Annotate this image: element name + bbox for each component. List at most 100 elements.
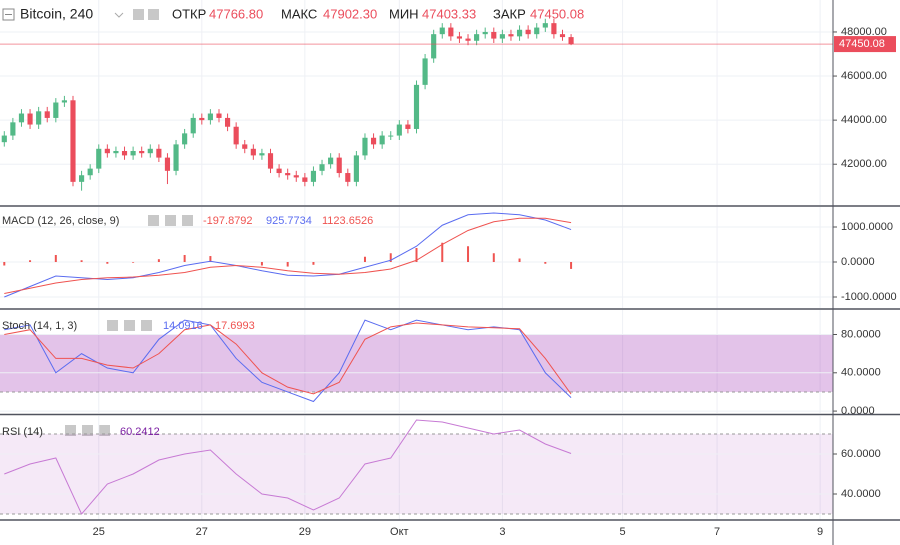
y-tick-label: 40.0000 xyxy=(841,367,881,379)
legend-label: МИН xyxy=(389,6,419,21)
candle-body xyxy=(293,175,299,178)
candle-body xyxy=(370,137,377,145)
pane-title: Stoch (14, 1, 3) xyxy=(2,320,77,332)
y-tick-label: 44000.00 xyxy=(841,114,887,126)
indicator-value: 925.7734 xyxy=(266,215,312,227)
candle-body xyxy=(516,29,523,37)
histogram-bar xyxy=(183,254,186,262)
candle-body xyxy=(353,155,359,182)
candle-body xyxy=(328,157,334,165)
candle-body xyxy=(18,113,25,123)
candle-body xyxy=(465,38,471,41)
candle-body xyxy=(276,168,282,174)
pane-title: MACD (12, 26, close, 9) xyxy=(2,215,119,227)
indicator-value: -197.8792 xyxy=(203,215,253,227)
histogram-bar xyxy=(570,261,573,269)
icon[interactable] xyxy=(107,320,118,331)
icon[interactable] xyxy=(182,215,193,226)
candle-body xyxy=(431,34,437,59)
candle-body xyxy=(10,122,16,136)
candle-body xyxy=(87,168,93,176)
candle-body xyxy=(482,31,488,35)
band xyxy=(0,434,833,514)
candle-body xyxy=(551,23,557,35)
candle-body xyxy=(156,148,162,158)
candle-body xyxy=(130,150,136,156)
icon[interactable] xyxy=(99,425,110,436)
histogram-bar xyxy=(518,258,521,262)
histogram-bar xyxy=(467,246,470,262)
histogram-bar xyxy=(363,256,366,262)
x-tick-label: 7 xyxy=(714,526,720,538)
candle-body xyxy=(534,27,540,35)
candle-body xyxy=(207,113,213,121)
candle-body xyxy=(250,148,256,156)
candle-body xyxy=(147,148,153,154)
candle-body xyxy=(319,164,325,171)
histogram-bar xyxy=(80,260,83,262)
y-tick-label: 40.0000 xyxy=(841,488,881,500)
icon[interactable] xyxy=(148,215,159,226)
candle-body xyxy=(542,23,548,28)
icon[interactable] xyxy=(141,320,152,331)
x-tick-label: 9 xyxy=(817,526,823,538)
candle-body xyxy=(121,150,128,156)
indicator-value: 17.6993 xyxy=(215,320,255,332)
histogram-bar xyxy=(157,259,160,262)
histogram-bar xyxy=(389,253,392,262)
candle-body xyxy=(362,137,368,156)
histogram-bar xyxy=(286,261,289,267)
pane-title: RSI (14) xyxy=(2,426,43,438)
histogram-bar xyxy=(106,261,109,264)
icon[interactable] xyxy=(82,425,93,436)
icon[interactable] xyxy=(165,215,176,226)
candle-body xyxy=(267,153,274,169)
collapse-icon[interactable] xyxy=(2,8,15,21)
histogram-bar xyxy=(209,256,212,262)
x-tick-label: 3 xyxy=(499,526,505,538)
histogram-bar xyxy=(29,260,32,262)
candle-body xyxy=(164,157,171,171)
x-tick-label: Окт xyxy=(390,526,409,538)
candle-body xyxy=(242,144,248,149)
candle-body xyxy=(96,148,102,169)
candle-body xyxy=(422,58,428,85)
indicator-line xyxy=(4,212,572,298)
candle-body xyxy=(474,34,480,41)
candle-body xyxy=(44,111,50,118)
icon[interactable] xyxy=(148,9,159,20)
legend-value: 47403.33 xyxy=(422,6,476,21)
candle-body xyxy=(190,117,196,134)
candle-body xyxy=(336,157,342,174)
y-tick-label: 80.0000 xyxy=(841,328,881,340)
icon[interactable] xyxy=(65,425,76,436)
histogram-bar xyxy=(54,254,57,262)
last-price-tag xyxy=(834,36,896,53)
icon[interactable] xyxy=(124,320,135,331)
histogram-bar xyxy=(132,261,135,263)
dropdown-icon xyxy=(114,12,124,18)
last-price-label: 47450.08 xyxy=(839,38,885,50)
indicator-value: 14.0916 xyxy=(163,320,203,332)
candle-body xyxy=(439,27,445,35)
candle-body xyxy=(199,117,205,121)
candle-body xyxy=(456,36,463,39)
legend-value: 47902.30 xyxy=(323,6,377,21)
candle-body xyxy=(27,113,33,125)
candle-body xyxy=(285,173,291,176)
candle-body xyxy=(525,29,531,35)
y-tick-label: 1000.0000 xyxy=(841,221,893,233)
x-tick-label: 5 xyxy=(620,526,626,538)
legend-icons xyxy=(65,9,193,436)
candle-body xyxy=(53,102,59,118)
candle-body xyxy=(499,34,505,39)
candle-body xyxy=(113,150,119,154)
icon[interactable] xyxy=(133,9,144,20)
candle-body xyxy=(491,31,497,39)
candle-body xyxy=(559,34,566,38)
histogram-bar xyxy=(3,261,6,266)
legend-label: ЗАКР xyxy=(493,6,526,21)
candle-body xyxy=(508,34,514,37)
candle-body xyxy=(139,150,145,154)
